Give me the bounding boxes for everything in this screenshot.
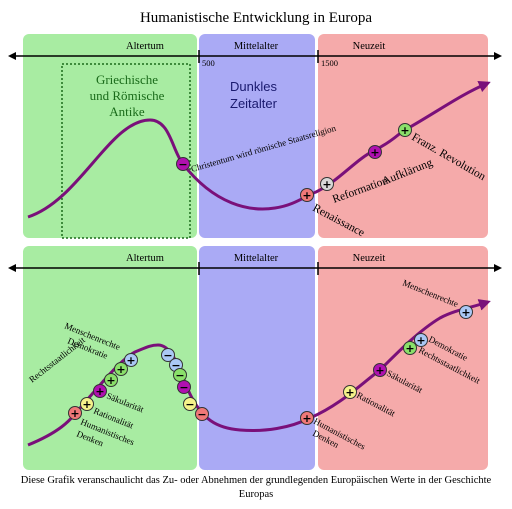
value-dot-rationalitaet: + — [80, 397, 94, 411]
value-dot-humanistisches-denken-modern: + — [300, 411, 314, 425]
minus-symbol: − — [179, 381, 188, 394]
plus-symbol: + — [322, 178, 331, 191]
era-label-middle-ages: Mittelalter — [234, 41, 279, 52]
plus-symbol: + — [416, 334, 425, 347]
plus-symbol: + — [400, 124, 409, 137]
minus-symbol: − — [163, 349, 172, 362]
plus-symbol: + — [461, 306, 470, 319]
value-dot-saekularitaet: + — [93, 384, 107, 398]
top-panel: Altertum Mittelalter Neuzeit 500 1500 Gr… — [8, 34, 502, 239]
plus-symbol: + — [106, 374, 115, 387]
value-dot-menschenrechte-modern: + — [459, 305, 473, 319]
era-label-antiquity: Altertum — [126, 41, 164, 52]
event-dot-revolution: + — [398, 123, 412, 137]
value-dot-demokratie: + — [114, 362, 128, 376]
plus-symbol: + — [302, 189, 311, 202]
event-dot-aufklaerung: + — [368, 145, 382, 159]
value-dot-menschenrechte: + — [124, 353, 138, 367]
era-band-middle-ages — [199, 246, 315, 470]
era-band-antiquity — [23, 246, 197, 470]
year-label-1500: 1500 — [321, 58, 338, 68]
highlight-label-line-2: und Römische — [90, 88, 165, 103]
era-band-antiquity — [23, 34, 197, 238]
plus-symbol: + — [116, 363, 125, 376]
value-dot-rationalitaet-decline: − — [183, 397, 197, 411]
minus-symbol: − — [185, 398, 194, 411]
plus-symbol: + — [370, 146, 379, 159]
plus-symbol: + — [345, 386, 354, 399]
plus-symbol: + — [126, 354, 135, 367]
minus-symbol: − — [175, 369, 184, 382]
year-label-500: 500 — [202, 58, 215, 68]
era-band-modern — [318, 246, 488, 470]
diagram-caption: Diese Grafik veranschaulicht das Zu- ode… — [20, 475, 492, 500]
minus-symbol: − — [178, 158, 187, 171]
era-label-middle-ages: Mittelalter — [234, 253, 279, 264]
value-dot-menschenrechte-decline: − — [161, 348, 175, 362]
minus-symbol: − — [197, 408, 206, 421]
bottom-panel: Altertum Mittelalter Neuzeit + + + + + — [8, 246, 502, 470]
event-dot-renaissance: + — [300, 188, 314, 202]
value-dot-demokratie-modern: + — [414, 333, 428, 347]
value-dot-rechtsstaatlichkeit: + — [104, 373, 118, 387]
event-dot-christentum: − — [176, 157, 190, 171]
antiquity-highlight-box — [61, 63, 191, 239]
highlight-label-line-1: Griechische — [96, 72, 158, 87]
era-label-modern: Neuzeit — [353, 253, 386, 264]
value-dot-saekularitaet-modern: + — [373, 363, 387, 377]
dark-age-label-line-2: Zeitalter — [230, 96, 278, 111]
plus-symbol: + — [82, 398, 91, 411]
event-dot-reformation: + — [320, 177, 334, 191]
minus-symbol: − — [171, 359, 180, 372]
highlight-label-line-3: Antike — [109, 104, 145, 119]
diagram-title: Humanistische Entwicklung in Europa — [140, 10, 372, 26]
value-dot-rechtsstaatlichkeit-decline: − — [173, 368, 187, 382]
value-dot-rationalitaet-modern: + — [343, 385, 357, 399]
dark-age-label-line-1: Dunkles — [230, 79, 277, 94]
value-dot-humanistisches-denken: + — [68, 406, 82, 420]
plus-symbol: + — [405, 342, 414, 355]
value-dot-saekularitaet-decline: − — [177, 380, 191, 394]
era-label-modern: Neuzeit — [353, 41, 386, 52]
era-band-middle-ages — [199, 34, 315, 238]
value-dot-rechtsstaatlichkeit-modern: + — [403, 341, 417, 355]
era-label-antiquity: Altertum — [126, 253, 164, 264]
plus-symbol: + — [375, 364, 384, 377]
plus-symbol: + — [70, 407, 79, 420]
plus-symbol: + — [302, 412, 311, 425]
value-dot-humanistisches-denken-decline: − — [195, 407, 209, 421]
plus-symbol: + — [95, 385, 104, 398]
